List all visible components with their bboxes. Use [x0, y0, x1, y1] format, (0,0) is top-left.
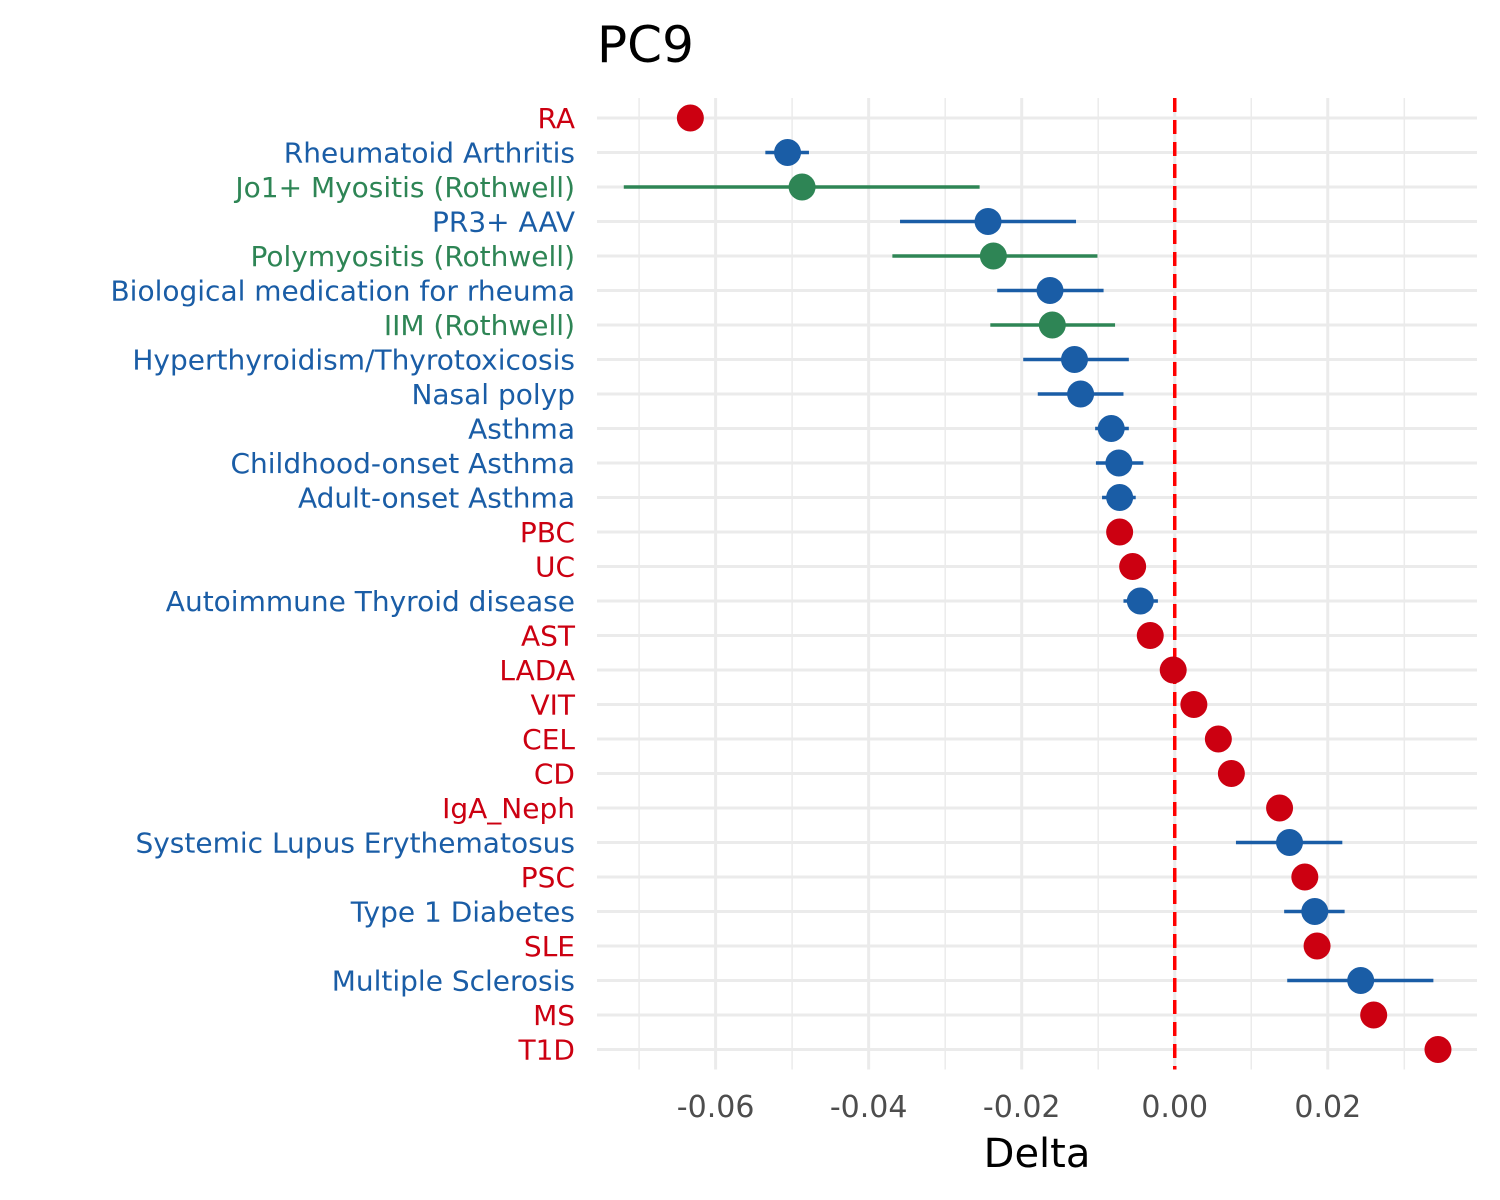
y-tick-label: PBC: [520, 516, 575, 549]
y-tick-label: Jo1+ Myositis (Rothwell): [233, 171, 575, 204]
y-tick-label: AST: [521, 620, 576, 653]
y-tick-label: Multiple Sclerosis: [332, 965, 575, 998]
data-point: [974, 208, 1002, 235]
data-point: [1136, 622, 1164, 649]
x-tick-label: -0.04: [830, 1090, 908, 1125]
y-tick-label: Childhood-onset Asthma: [230, 447, 575, 480]
grid-lines: [597, 98, 1477, 1070]
data-point: [1106, 484, 1134, 511]
y-tick-label: Systemic Lupus Erythematosus: [135, 827, 575, 860]
x-tick-label: -0.06: [677, 1090, 755, 1125]
data-point: [1159, 656, 1187, 684]
y-tick-label: Asthma: [468, 413, 575, 446]
data-point: [1424, 1036, 1452, 1063]
y-tick-label: SLE: [524, 930, 575, 963]
y-tick-label: RA: [538, 102, 575, 135]
y-tick-label: Adult-onset Asthma: [298, 482, 575, 515]
y-tick-label: IIM (Rothwell): [384, 309, 575, 342]
data-point: [1266, 794, 1294, 822]
data-point: [1126, 587, 1154, 615]
y-tick-label: Polymyositis (Rothwell): [250, 240, 575, 273]
y-tick-label: VIT: [530, 689, 575, 722]
y-tick-label: Biological medication for rheuma: [110, 275, 575, 308]
y-tick-label: T1D: [518, 1034, 575, 1067]
data-point: [774, 139, 802, 166]
y-tick-label: Nasal polyp: [411, 378, 575, 411]
data-point: [1067, 380, 1095, 408]
x-axis-tick-labels: -0.06 -0.04 -0.02 0.00 0.02: [677, 1090, 1361, 1125]
x-axis-title: Delta: [984, 1131, 1091, 1177]
y-tick-label: IgA_Neph: [442, 792, 575, 825]
data-marks: [623, 104, 1452, 1063]
data-point: [1097, 415, 1125, 442]
data-point: [1204, 725, 1232, 753]
data-point: [1347, 967, 1375, 994]
chart-title: PC9: [597, 16, 694, 74]
data-point: [1038, 311, 1066, 339]
data-point: [676, 104, 704, 132]
y-tick-label: CEL: [522, 723, 575, 756]
x-tick-label: -0.02: [983, 1090, 1061, 1125]
y-tick-label: PR3+ AAV: [432, 206, 575, 239]
y-tick-label: Rheumatoid Arthritis: [284, 137, 575, 170]
data-point: [1301, 898, 1329, 925]
data-point: [788, 173, 816, 201]
data-point: [1036, 277, 1064, 304]
y-tick-label: UC: [535, 551, 575, 584]
data-point: [1276, 829, 1304, 856]
x-tick-label: 0.00: [1141, 1090, 1208, 1125]
y-tick-label: MS: [533, 999, 575, 1032]
data-point: [1360, 1001, 1388, 1029]
y-tick-label: LADA: [499, 654, 575, 687]
y-tick-label: PSC: [521, 861, 575, 894]
y-tick-label: Autoimmune Thyroid disease: [166, 585, 575, 618]
data-point: [1217, 760, 1245, 787]
data-point: [1060, 346, 1088, 373]
y-tick-label: Hyperthyroidism/Thyrotoxicosis: [132, 344, 575, 377]
x-tick-label: 0.02: [1294, 1090, 1361, 1125]
y-tick-label: Type 1 Diabetes: [350, 896, 575, 929]
data-point: [1180, 691, 1208, 718]
y-tick-label: CD: [534, 758, 575, 791]
data-point: [1303, 932, 1331, 960]
data-point: [1105, 449, 1133, 477]
data-point: [1119, 553, 1147, 580]
data-point: [1291, 863, 1319, 891]
data-point: [979, 242, 1007, 270]
data-point: [1106, 518, 1134, 546]
